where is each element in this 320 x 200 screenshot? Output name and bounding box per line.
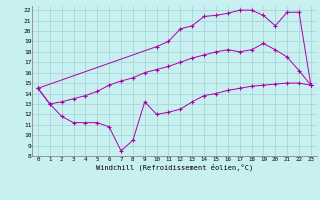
X-axis label: Windchill (Refroidissement éolien,°C): Windchill (Refroidissement éolien,°C) — [96, 163, 253, 171]
